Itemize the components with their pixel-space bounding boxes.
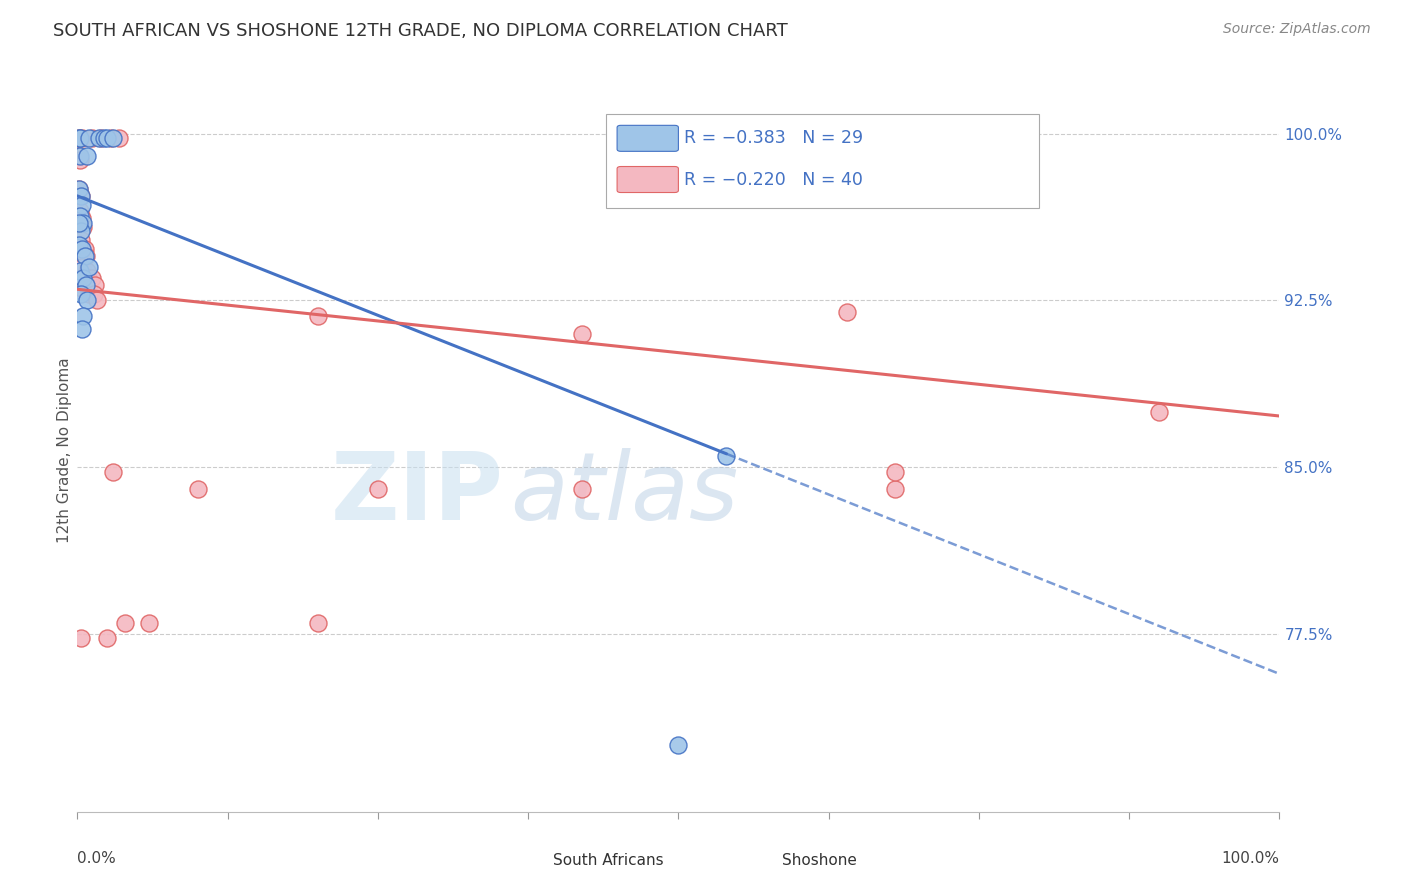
Point (883, 483, 905, 497)
Point (67, 131, 90, 145)
Text: R = −0.220   N = 40: R = −0.220 N = 40 (685, 170, 863, 188)
Point (571, 483, 593, 497)
Point (70, 322, 93, 336)
Point (80, 271, 103, 285)
Point (69, 131, 91, 145)
Point (1149, 404, 1171, 418)
Point (79, 286, 101, 301)
Point (70, 632, 93, 646)
Text: R = −0.383   N = 29: R = −0.383 N = 29 (685, 129, 863, 147)
Point (80, 131, 103, 145)
Point (70, 189, 93, 203)
Text: atlas: atlas (510, 449, 738, 540)
Point (67, 131, 90, 145)
Point (100, 131, 122, 145)
Text: ZIP: ZIP (332, 448, 505, 540)
Point (67, 216, 90, 230)
Point (70, 260, 93, 274)
Text: 0.0%: 0.0% (77, 852, 117, 866)
Point (79, 131, 101, 145)
Point (883, 465, 905, 479)
Point (67, 149, 90, 163)
Point (75, 277, 97, 292)
Text: Shoshone: Shoshone (782, 854, 856, 868)
Point (114, 615, 136, 630)
Point (93, 131, 115, 145)
Point (76, 293, 98, 308)
FancyBboxPatch shape (617, 167, 679, 193)
FancyBboxPatch shape (606, 114, 1039, 209)
Point (73, 249, 96, 263)
Point (90, 131, 112, 145)
Point (83, 286, 105, 301)
Point (70, 211, 93, 226)
Point (87, 131, 110, 145)
Point (70, 189, 93, 203)
Point (70, 233, 93, 247)
Point (367, 483, 389, 497)
Point (307, 309, 329, 323)
Point (77, 271, 100, 285)
Point (108, 131, 131, 145)
Point (187, 483, 209, 497)
Point (72, 220, 94, 235)
Text: Source: ZipAtlas.com: Source: ZipAtlas.com (1223, 22, 1371, 37)
Point (69, 153, 91, 168)
Point (96, 632, 118, 646)
Text: South Africans: South Africans (554, 854, 664, 868)
Point (69, 264, 91, 278)
Point (138, 615, 160, 630)
Point (70, 286, 93, 301)
Text: SOUTH AFRICAN VS SHOSHONE 12TH GRADE, NO DIPLOMA CORRELATION CHART: SOUTH AFRICAN VS SHOSHONE 12TH GRADE, NO… (53, 22, 789, 40)
FancyBboxPatch shape (501, 852, 550, 871)
Point (103, 131, 125, 145)
Point (668, 738, 690, 752)
Point (70, 225, 93, 239)
Point (571, 326, 593, 341)
Text: 100.0%: 100.0% (1222, 852, 1279, 866)
Point (69, 149, 91, 163)
Point (84, 277, 107, 292)
Point (72, 216, 94, 230)
Point (76, 149, 98, 163)
FancyBboxPatch shape (617, 126, 679, 152)
Point (79, 260, 101, 274)
Point (70, 242, 93, 256)
Point (67, 182, 90, 196)
Point (67, 237, 90, 252)
Point (103, 465, 125, 479)
Point (86, 293, 108, 308)
Point (307, 615, 329, 630)
Point (835, 304, 858, 318)
Point (70, 131, 93, 145)
Point (72, 309, 94, 323)
FancyBboxPatch shape (728, 852, 778, 871)
Point (69, 204, 91, 219)
Point (67, 182, 90, 196)
Point (70, 198, 93, 212)
Point (69, 209, 91, 223)
Point (716, 449, 738, 463)
Point (73, 242, 96, 256)
Point (96, 131, 118, 145)
Point (75, 249, 97, 263)
Point (76, 264, 98, 278)
Point (72, 282, 94, 296)
Point (72, 271, 94, 285)
Y-axis label: 12th Grade, No Diploma: 12th Grade, No Diploma (56, 358, 72, 543)
